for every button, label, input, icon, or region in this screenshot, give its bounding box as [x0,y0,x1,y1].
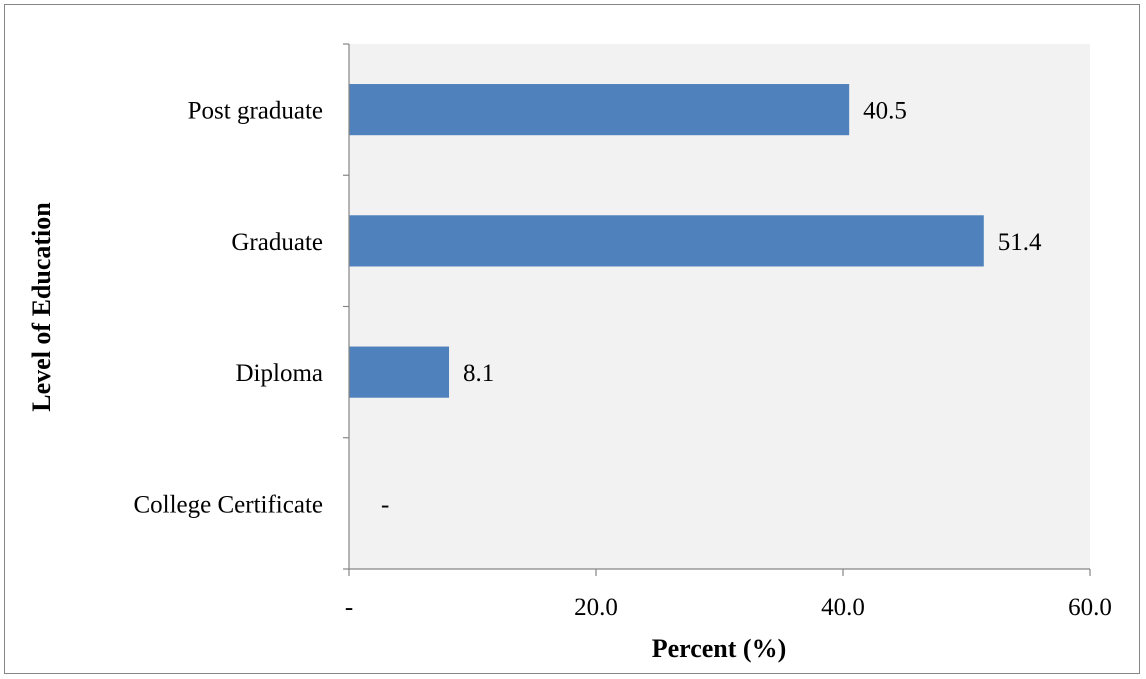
x-axis-title: Percent (%) [652,634,787,663]
category-label-0: Post graduate [188,98,323,125]
bar-chart: 40.5 51.4 8.1 - Post graduate Graduate Diplom… [27,43,1112,663]
bars-group [349,84,984,398]
bar-1 [349,215,984,267]
x-tick-label-3: 60.0 [1068,594,1112,621]
chart-frame: 40.5 51.4 8.1 - Post graduate Graduate Diplom… [4,4,1140,674]
y-axis-ticks [343,43,349,570]
x-tick-label-1: 20.0 [574,594,618,621]
data-label-2: 8.1 [463,360,494,387]
x-tick-label-2: 40.0 [821,594,865,621]
data-label-1: 51.4 [998,229,1042,256]
category-labels: Post graduate Graduate Diploma College Cert… [133,98,323,519]
bar-0 [349,84,850,136]
y-axis-title: Level of Education [27,202,56,412]
bar-2 [349,346,450,398]
category-label-2: Diploma [236,360,324,387]
value-labels-group: 40.5 51.4 8.1 - [381,98,1042,519]
x-tick-label-0: - [345,594,353,621]
x-axis-ticks [348,569,1091,576]
data-label-0: 40.5 [863,98,907,125]
data-label-3: - [381,491,389,518]
category-label-1: Graduate [231,229,323,256]
x-tick-labels: - 20.0 40.0 60.0 [345,594,1112,621]
category-label-3: College Certificate [133,491,323,518]
